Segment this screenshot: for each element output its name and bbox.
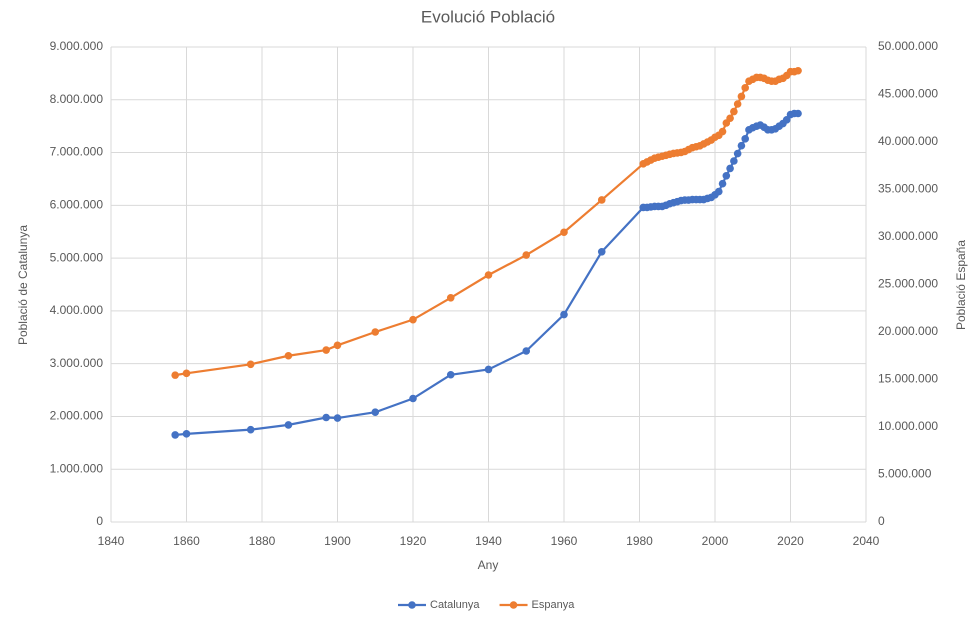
point	[446, 370, 455, 379]
point	[409, 315, 417, 324]
point	[597, 196, 606, 204]
legend-label: Espanya	[532, 599, 576, 611]
point	[522, 251, 531, 259]
point	[371, 408, 380, 417]
y2-tick-label: 20.000.000	[878, 324, 938, 338]
x-tick-label: 2020	[777, 534, 804, 548]
point	[371, 328, 380, 336]
y-tick-label: 9.000.000	[50, 39, 104, 53]
point	[484, 271, 493, 279]
point	[246, 425, 255, 434]
point	[782, 116, 791, 124]
y-tick-label: 6.000.000	[50, 198, 104, 212]
x-tick-label: 2000	[702, 534, 729, 548]
point	[246, 360, 255, 369]
x-tick-label: 1920	[400, 534, 427, 548]
point	[284, 421, 293, 429]
point	[733, 149, 742, 158]
y-tick-label: 4.000.000	[50, 303, 104, 317]
y2-tick-label: 0	[878, 514, 885, 528]
x-tick-label: 1960	[551, 534, 578, 548]
legend-marker	[509, 601, 518, 609]
point	[733, 100, 742, 108]
point	[730, 107, 738, 116]
y2-tick-label: 30.000.000	[878, 229, 938, 243]
point	[560, 228, 568, 237]
y2-tick-label: 50.000.000	[878, 39, 938, 53]
x-tick-label: 2040	[853, 534, 880, 548]
point	[522, 347, 531, 355]
point	[182, 369, 191, 378]
x-axis-title: Any	[478, 558, 499, 572]
point	[484, 365, 493, 374]
y-tick-label: 8.000.000	[50, 92, 104, 106]
point	[714, 187, 723, 196]
point	[726, 114, 734, 123]
y-axis-title: Població de Catalunya	[16, 225, 30, 345]
point	[322, 346, 330, 354]
point	[182, 430, 191, 438]
point	[741, 84, 749, 92]
point	[446, 294, 455, 302]
point	[333, 341, 342, 350]
y2-tick-label: 15.000.000	[878, 372, 938, 386]
point	[171, 371, 179, 379]
x-tick-label: 1880	[249, 534, 276, 548]
y2-axis-title: Població España	[954, 240, 968, 330]
point	[322, 413, 330, 422]
chart-title: Evolució Població	[421, 7, 555, 26]
point	[737, 141, 746, 150]
point	[333, 414, 342, 422]
y-tick-label: 2.000.000	[50, 409, 104, 423]
y2-tick-label: 5.000.000	[878, 467, 932, 481]
y-tick-label: 5.000.000	[50, 250, 104, 264]
y-tick-label: 0	[96, 514, 103, 528]
point	[726, 164, 734, 173]
legend-marker	[408, 601, 416, 609]
point	[722, 171, 731, 180]
point	[284, 351, 293, 360]
point	[409, 394, 417, 403]
y-tick-label: 3.000.000	[50, 356, 104, 370]
x-tick-label: 1980	[626, 534, 653, 548]
y-tick-label: 1.000.000	[50, 461, 104, 475]
point	[730, 157, 738, 165]
x-tick-label: 1860	[173, 534, 200, 548]
x-tick-label: 1840	[98, 534, 125, 548]
point	[718, 179, 727, 188]
y2-tick-label: 35.000.000	[878, 182, 938, 196]
y2-tick-label: 40.000.000	[878, 134, 938, 148]
point	[597, 247, 606, 256]
x-tick-label: 1900	[324, 534, 351, 548]
y2-tick-label: 10.000.000	[878, 419, 938, 433]
y2-tick-label: 45.000.000	[878, 87, 938, 101]
legend-label: Catalunya	[430, 599, 480, 611]
point	[737, 92, 746, 101]
point	[560, 310, 568, 319]
y-tick-label: 7.000.000	[50, 145, 104, 159]
point	[171, 431, 179, 439]
x-tick-label: 1940	[475, 534, 502, 548]
point	[794, 109, 802, 118]
y2-tick-label: 25.000.000	[878, 277, 938, 291]
point	[794, 66, 802, 75]
series-line	[175, 69, 799, 377]
point	[718, 127, 727, 136]
point	[741, 135, 749, 143]
